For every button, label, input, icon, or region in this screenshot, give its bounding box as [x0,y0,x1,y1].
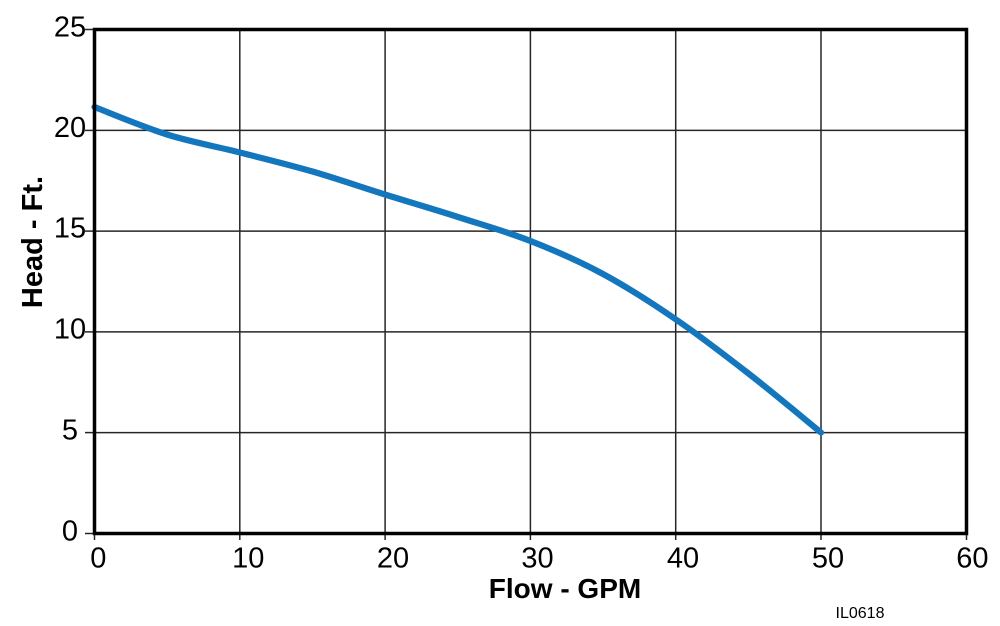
svg-text:10: 10 [54,313,86,345]
svg-text:60: 60 [956,543,988,575]
svg-text:10: 10 [232,543,264,575]
svg-text:5: 5 [62,415,78,447]
svg-text:Head - Ft.: Head - Ft. [17,176,49,308]
svg-text:30: 30 [521,543,553,575]
svg-text:Flow - GPM: Flow - GPM [489,573,641,604]
svg-text:20: 20 [54,112,86,144]
svg-text:50: 50 [812,543,844,575]
svg-text:40: 40 [667,543,699,575]
svg-text:15: 15 [54,213,86,245]
svg-text:IL0618: IL0618 [836,605,885,622]
svg-text:25: 25 [54,11,86,43]
svg-text:20: 20 [377,543,409,575]
svg-text:0: 0 [90,543,106,575]
svg-text:0: 0 [62,516,78,548]
